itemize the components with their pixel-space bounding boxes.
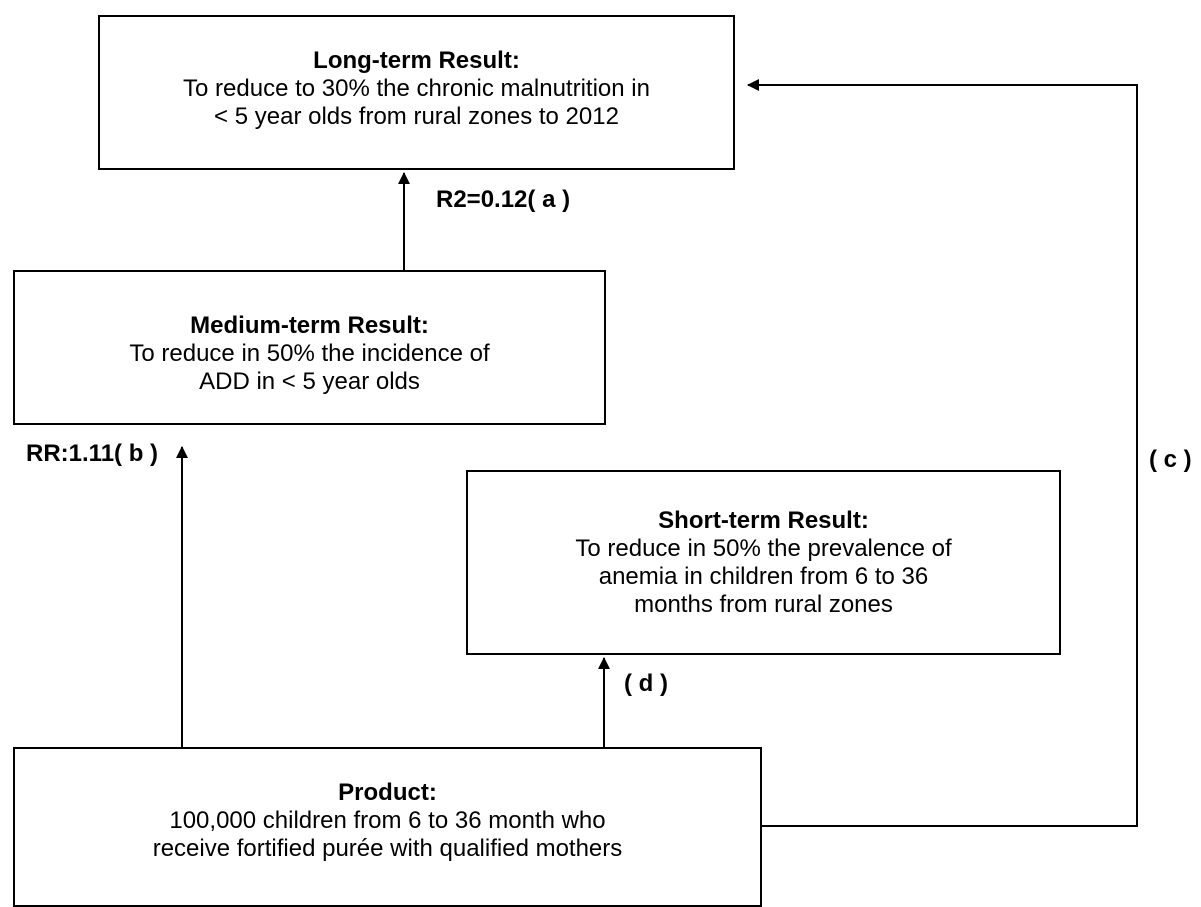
short-term-result-line: To reduce in 50% the prevalence of [575,535,952,562]
arrow-product-to-long [747,79,1138,827]
short-term-result-line: months from rural zones [634,591,893,618]
long-term-result-box: Long-term Result: To reduce to 30% the c… [98,15,735,170]
long-term-result-line: To reduce to 30% the chronic malnutritio… [183,75,650,102]
short-term-result-line: anemia in children from 6 to 36 [598,563,929,590]
short-term-result-box: Short-term Result: To reduce in 50% the … [466,470,1061,655]
medium-term-result-line: To reduce in 50% the incidence of [129,340,490,367]
medium-term-result-title: Medium-term Result: [190,312,429,339]
medium-term-result-box: Medium-term Result: To reduce in 50% the… [13,270,606,425]
link-label-b: RR:1.11( b ) [26,440,159,467]
product-title: Product: [338,779,437,806]
product-line: receive fortified purée with qualified m… [152,835,623,862]
long-term-result-title: Long-term Result: [313,47,520,74]
medium-term-result-line: ADD in < 5 year olds [199,368,420,395]
short-term-result-title: Short-term Result: [658,507,869,534]
long-term-result-line: < 5 year olds from rural zones to 2012 [214,103,619,130]
link-label-d: ( d ) [624,670,668,697]
product-line: 100,000 children from 6 to 36 month who [169,807,606,834]
link-label-a: R2=0.12( a ) [436,186,571,213]
product-box: Product: 100,000 children from 6 to 36 m… [13,747,762,907]
link-label-c: ( c ) [1149,446,1192,473]
